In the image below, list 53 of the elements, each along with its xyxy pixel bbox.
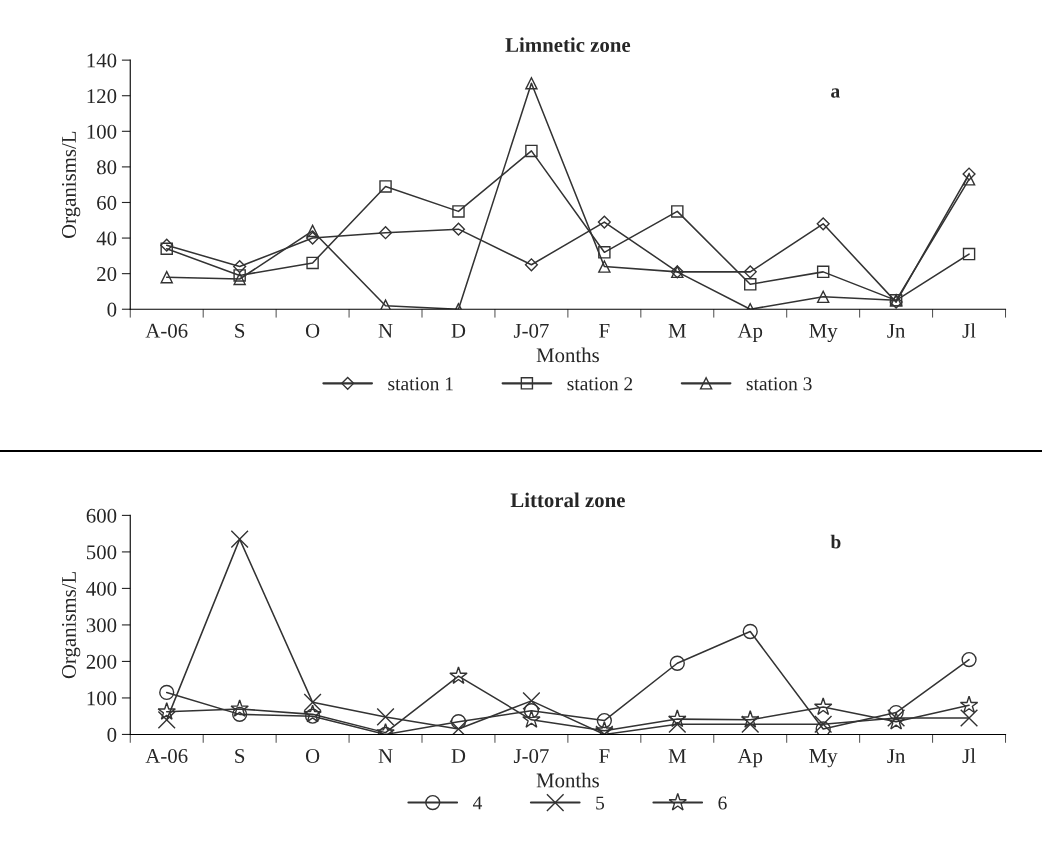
- x-tick-label: Ap: [737, 323, 763, 343]
- x-axis-title: Months: [536, 347, 599, 363]
- x-tick-label: A-06: [145, 748, 188, 763]
- x-tick-label: Jl: [962, 748, 976, 763]
- x-tick-label: S: [235, 748, 245, 763]
- x-axis-title: Months: [536, 772, 599, 788]
- y-tick-label: 60: [97, 195, 117, 210]
- legend-label: 6: [718, 796, 727, 810]
- x-tick-label: F: [599, 749, 610, 763]
- y-tick-label: 500: [87, 545, 117, 560]
- legend-label: station 2: [567, 377, 633, 391]
- y-tick-label: 0: [107, 302, 117, 317]
- x-tick-label: J-07: [513, 323, 549, 338]
- x-tick-label: D: [451, 323, 466, 338]
- x-tick-label: D: [451, 749, 466, 763]
- x-tick-label: O: [305, 323, 320, 338]
- x-tick-label: My: [809, 749, 838, 768]
- x-tick-label: M: [668, 323, 686, 338]
- x-tick-label: N: [378, 323, 393, 338]
- legend-label: station 1: [388, 377, 453, 391]
- y-axis-title: Organisms/L: [61, 571, 81, 679]
- chart-title: Limnetic zone: [505, 37, 631, 52]
- x-tick-label: Jl: [962, 323, 976, 338]
- x-tick-label: O: [305, 748, 320, 763]
- y-tick-label: 600: [86, 508, 117, 523]
- x-tick-label: J-07: [513, 748, 549, 763]
- y-tick-label: 40: [96, 231, 117, 246]
- y-tick-label: 100: [87, 691, 117, 706]
- legend-label: station 3: [746, 377, 812, 391]
- y-tick-label: 20: [97, 267, 117, 282]
- x-tick-label: M: [668, 749, 686, 763]
- legend-label: 4: [472, 796, 483, 810]
- annotation: b: [830, 534, 841, 549]
- y-tick-label: 200: [86, 654, 117, 669]
- annotation: a: [831, 88, 840, 98]
- x-tick-label: Jn: [887, 749, 906, 763]
- x-tick-label: Jn: [887, 323, 906, 338]
- x-tick-label: F: [599, 323, 610, 338]
- y-tick-label: 100: [87, 124, 117, 139]
- y-axis-title: Organisms/L: [61, 131, 81, 239]
- y-tick-label: 80: [97, 160, 117, 175]
- y-tick-label: 120: [87, 89, 117, 104]
- x-tick-label: A-06: [145, 323, 188, 338]
- y-tick-label: 400: [86, 581, 117, 596]
- x-tick-label: N: [378, 749, 393, 763]
- legend-label: 5: [596, 796, 605, 810]
- y-tick-label: 140: [87, 53, 117, 68]
- chart-title: Littoral zone: [510, 492, 625, 508]
- y-tick-label: 0: [107, 727, 117, 742]
- y-tick-label: 300: [86, 618, 117, 633]
- x-tick-label: S: [235, 323, 245, 338]
- x-tick-label: Ap: [737, 749, 763, 768]
- x-tick-label: My: [809, 323, 838, 343]
